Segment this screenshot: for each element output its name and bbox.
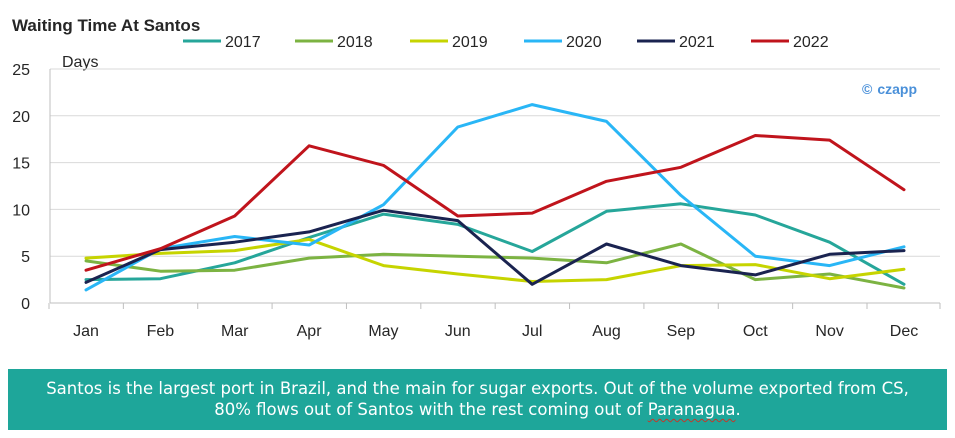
- x-tick-label: Aug: [592, 323, 620, 340]
- x-tick-label: Sep: [667, 323, 696, 340]
- copyright-symbol: ©: [862, 81, 873, 97]
- y-tick-label: 10: [12, 202, 30, 219]
- x-tick-label: Jan: [73, 323, 99, 340]
- x-tick-label: Nov: [815, 323, 843, 340]
- x-tick-label: Apr: [297, 323, 323, 340]
- series-line-2020: [84, 103, 906, 292]
- series-lines: [84, 103, 906, 292]
- y-tick-label: 20: [12, 109, 30, 126]
- series-line-2018: [84, 242, 906, 290]
- series-line-2017: [84, 202, 906, 286]
- caption-end: .: [735, 400, 741, 419]
- x-tick-label: Mar: [221, 323, 249, 340]
- legend-label-2021: 2021: [679, 34, 715, 51]
- legend-label-2019: 2019: [452, 34, 488, 51]
- x-tick-label: Dec: [890, 323, 918, 340]
- y-axis-label: Days: [62, 54, 98, 71]
- series-line-2019: [84, 237, 906, 283]
- caption-highlight: Paranagua: [647, 400, 736, 419]
- x-tick-label: Jul: [522, 323, 542, 340]
- legend-label-2022: 2022: [793, 34, 829, 51]
- brand-watermark: © czapp: [862, 81, 917, 97]
- gridlines: [49, 68, 940, 304]
- series-line-2022: [84, 134, 906, 272]
- x-tick-label: Jun: [445, 323, 471, 340]
- y-tick-label: 0: [21, 296, 30, 313]
- y-tick-label: 25: [12, 62, 30, 79]
- legend-label-2018: 2018: [337, 34, 373, 51]
- series-line-2021: [84, 208, 906, 286]
- y-axis-ticks: 0 5 10 15 20 25: [12, 62, 30, 313]
- legend-label-2017: 2017: [225, 34, 261, 51]
- line-chart: Waiting Time At Santos Days 2017 2018 2019…: [12, 16, 941, 340]
- legend-label-2020: 2020: [566, 34, 602, 51]
- x-tick-label: May: [368, 323, 398, 340]
- chart-title: Waiting Time At Santos: [12, 16, 200, 35]
- brand-name: czapp: [877, 81, 917, 97]
- x-axis-ticks: Jan Feb Mar Apr May Jun Jul Aug Sep Oct Nov Dec: [48, 303, 941, 340]
- x-tick-label: Feb: [147, 323, 175, 340]
- caption-banner: Santos is the largest port in Brazil, an…: [8, 369, 947, 430]
- x-tick-label: Oct: [743, 323, 768, 340]
- y-tick-label: 5: [21, 249, 30, 266]
- legend: 2017 2018 2019 2020 2021 2022: [183, 34, 829, 51]
- caption-text: Santos is the largest port in Brazil, an…: [46, 379, 909, 419]
- y-tick-label: 15: [12, 156, 30, 173]
